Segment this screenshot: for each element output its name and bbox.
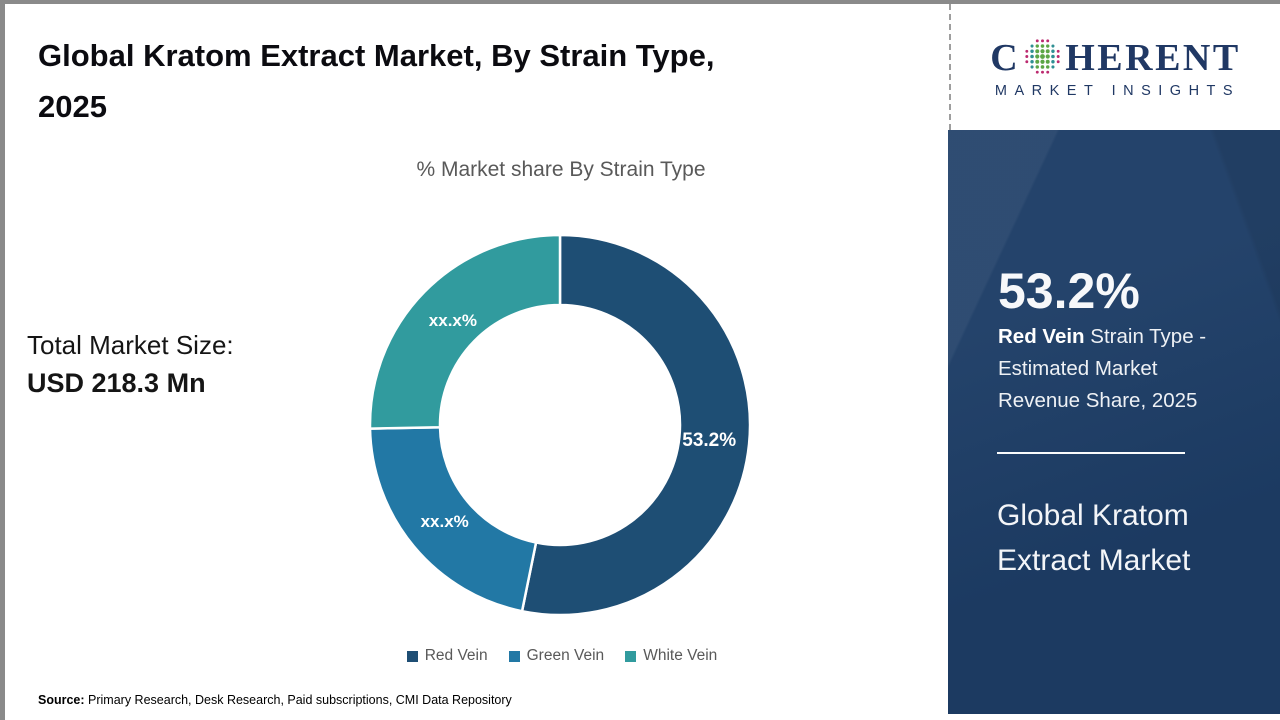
- brand-logo: C HERENT MARKET INSIGHTS: [949, 4, 1280, 130]
- globe-dot: [1056, 59, 1060, 63]
- legend-label: White Vein: [643, 647, 718, 664]
- top-border: [0, 0, 1280, 4]
- globe-dot: [1051, 44, 1055, 48]
- globe-dot: [1036, 70, 1039, 74]
- globe-dot: [1025, 59, 1029, 63]
- highlight-sidebar: 53.2% Red Vein Strain Type - Estimated M…: [948, 130, 1280, 714]
- globe-dot: [1030, 44, 1034, 48]
- globe-dot: [1046, 38, 1050, 42]
- sidebar-report-title: Global Kratom Extract Market: [997, 499, 1191, 577]
- globe-dot: [1046, 70, 1050, 74]
- brand-letter-c: C: [990, 37, 1021, 79]
- donut-segment-red-vein: [520, 233, 752, 617]
- chart-subtitle: % Market share By Strain Type: [416, 158, 706, 181]
- page-title-line2: 2025: [38, 89, 107, 124]
- globe-dot: [1035, 48, 1040, 53]
- source-text: Primary Research, Desk Research, Paid su…: [88, 693, 512, 707]
- globe-dot: [1035, 64, 1040, 69]
- donut-label-red-vein: 53.2%: [682, 430, 736, 451]
- donut-label-white-vein: xx.x%: [429, 311, 477, 330]
- globe-dot: [1025, 54, 1029, 58]
- total-market-size-block: Total Market Size: USD 218.3 Mn: [27, 326, 234, 402]
- donut-label-green-vein: xx.x%: [421, 512, 469, 531]
- globe-dot: [1030, 64, 1034, 68]
- legend-item-red-vein: Red Vein: [406, 647, 488, 665]
- globe-dot: [1051, 64, 1055, 68]
- globe-dot: [1045, 59, 1050, 64]
- legend-item-green-vein: Green Vein: [508, 647, 605, 665]
- left-border: [0, 0, 5, 720]
- globe-dot: [1051, 49, 1055, 53]
- globe-dot: [1030, 54, 1035, 58]
- globe-dot: [1030, 49, 1035, 53]
- globe-dot: [1040, 43, 1045, 48]
- globe-dot: [1051, 54, 1055, 58]
- dotted-globe-icon: [1025, 38, 1060, 74]
- sidebar-divider: [997, 452, 1185, 454]
- globe-dot: [1040, 53, 1046, 59]
- total-market-size-label: Total Market Size:: [27, 330, 234, 360]
- globe-dot: [1041, 70, 1045, 74]
- globe-dot: [1051, 59, 1055, 63]
- globe-dot: [1046, 64, 1050, 69]
- brand-wordmark: C HERENT: [990, 36, 1240, 81]
- globe-dot: [1056, 54, 1060, 58]
- highlight-stat-rest: Strain Type - Estimated Market Revenue S…: [998, 325, 1207, 412]
- legend-swatch-icon: [625, 650, 637, 662]
- legend-label: Green Vein: [526, 647, 605, 664]
- globe-dot: [1035, 53, 1040, 59]
- donut-chart: 53.2% xx.x% xx.x%: [368, 233, 752, 617]
- globe-dot: [1041, 38, 1045, 42]
- globe-dot: [1045, 53, 1051, 59]
- globe-dot: [1035, 43, 1040, 48]
- source-label: Source:: [38, 693, 85, 707]
- highlight-stat-description: Red Vein Strain Type - Estimated Market …: [998, 321, 1228, 417]
- globe-dot: [1030, 59, 1035, 63]
- highlight-stat-segment: Red Vein: [998, 325, 1085, 348]
- highlight-stat-value: 53.2%: [998, 263, 1140, 319]
- globe-dot: [1046, 43, 1050, 48]
- globe-dot: [1035, 59, 1040, 64]
- brand-tagline: MARKET INSIGHTS: [994, 82, 1241, 99]
- donut-segment-green-vein: [368, 425, 538, 613]
- donut-segment-white-vein: [368, 233, 562, 430]
- globe-dot: [1040, 48, 1045, 53]
- source-line: Source: Primary Research, Desk Research,…: [38, 693, 512, 707]
- globe-dot: [1025, 49, 1029, 53]
- legend-item-white-vein: White Vein: [625, 647, 717, 665]
- brand-letters-rest: HERENT: [1065, 37, 1241, 79]
- globe-dot: [1040, 64, 1045, 69]
- legend-label: Red Vein: [424, 647, 488, 664]
- globe-dot: [1045, 48, 1050, 53]
- globe-dot: [1056, 49, 1060, 53]
- globe-dot: [1040, 59, 1045, 64]
- legend-swatch-icon: [508, 650, 520, 662]
- donut-chart-svg: 53.2% xx.x% xx.x%: [368, 233, 752, 617]
- total-market-size-value: USD 218.3 Mn: [27, 368, 206, 398]
- page-title-line1: Global Kratom Extract Market, By Strain …: [38, 38, 715, 73]
- page-title: Global Kratom Extract Market, By Strain …: [38, 30, 908, 132]
- legend-swatch-icon: [406, 650, 418, 662]
- chart-legend: Red Vein Green Vein White Vein: [332, 644, 792, 668]
- globe-dot: [1036, 38, 1039, 42]
